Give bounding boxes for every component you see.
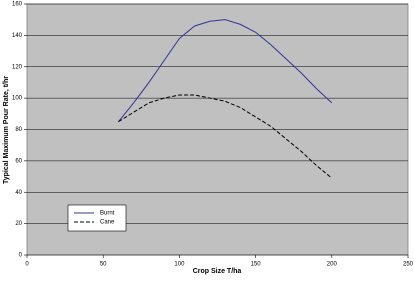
y-tick-label: 160 bbox=[12, 2, 23, 8]
x-tick-label: 100 bbox=[174, 262, 185, 268]
x-tick-label: 50 bbox=[100, 262, 107, 268]
x-tick-label: 200 bbox=[327, 262, 338, 268]
legend-label: Cane bbox=[100, 220, 115, 226]
x-tick-label: 0 bbox=[25, 262, 29, 268]
x-axis-title: Crop Size T/ha bbox=[193, 268, 242, 275]
y-tick-label: 80 bbox=[15, 127, 22, 133]
y-tick-label: 100 bbox=[12, 96, 23, 102]
y-tick-label: 20 bbox=[15, 221, 22, 227]
y-tick-label: 0 bbox=[19, 253, 23, 259]
x-tick-label: 150 bbox=[251, 262, 262, 268]
legend-label: Burnt bbox=[100, 211, 115, 217]
y-axis-title: Typical Maximum Pour Rate, t/hr bbox=[3, 76, 10, 184]
y-tick-label: 60 bbox=[15, 158, 22, 164]
series-line bbox=[118, 94, 333, 179]
y-tick-label: 40 bbox=[15, 190, 22, 196]
y-tick-label: 140 bbox=[12, 33, 23, 39]
series-line bbox=[118, 19, 333, 122]
legend: Burnt Cane bbox=[67, 204, 127, 232]
x-tick-label: 250 bbox=[403, 262, 414, 268]
legend-box bbox=[67, 204, 127, 232]
y-tick-label: 120 bbox=[12, 64, 23, 70]
